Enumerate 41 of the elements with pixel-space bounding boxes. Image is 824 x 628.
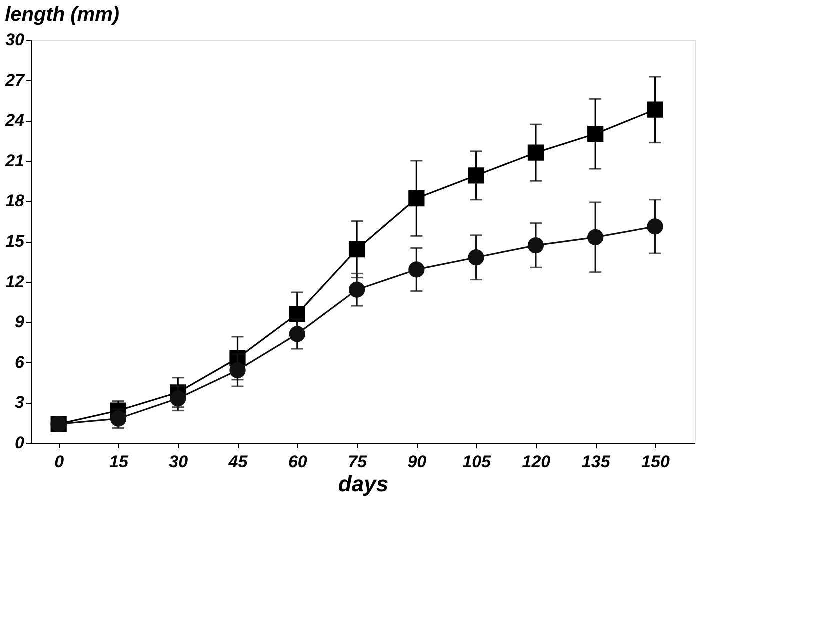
x-tick-label: 90	[408, 452, 428, 472]
point	[348, 282, 366, 298]
point	[647, 218, 664, 235]
point	[348, 242, 366, 258]
x-tick-label: 120	[522, 452, 552, 472]
y-tick-label: 9	[15, 312, 26, 332]
point	[289, 326, 306, 342]
y-tick-label: 3	[15, 393, 26, 412]
x-tick-label: 0	[54, 452, 65, 472]
point	[408, 190, 425, 207]
point	[230, 362, 246, 379]
point	[468, 250, 484, 266]
y-tick-label: 0	[15, 434, 26, 452]
x-axis-title: days	[338, 472, 389, 496]
point	[588, 126, 604, 142]
y-tick-label: 12	[6, 272, 26, 292]
x-tick-label: 30	[169, 452, 189, 472]
x-tick-label: 150	[642, 452, 670, 472]
x-tick-label: 105	[462, 452, 492, 472]
y-tick-label: 27	[4, 70, 26, 90]
point	[289, 306, 306, 322]
point	[588, 229, 604, 246]
x-tick-label: 60	[288, 452, 308, 472]
point	[468, 168, 484, 184]
y-tick-label: 24	[4, 111, 26, 130]
point	[647, 102, 664, 118]
x-tick-label: 135	[582, 452, 611, 472]
point	[528, 237, 544, 254]
x-tick-label: 45	[228, 452, 248, 472]
y-axis-title: length (mm)	[5, 4, 120, 26]
y-tick-label: 18	[6, 192, 26, 211]
y-tick-label: 15	[6, 232, 26, 251]
y-tick-label: 21	[4, 151, 24, 170]
x-tick-label: 75	[348, 452, 368, 472]
y-tick-label: 6	[15, 352, 26, 372]
x-tick-label: 15	[110, 452, 129, 472]
y-tick-label: 30	[6, 30, 26, 50]
point	[528, 144, 544, 161]
point	[110, 410, 127, 427]
point	[408, 262, 425, 278]
point	[170, 390, 186, 407]
